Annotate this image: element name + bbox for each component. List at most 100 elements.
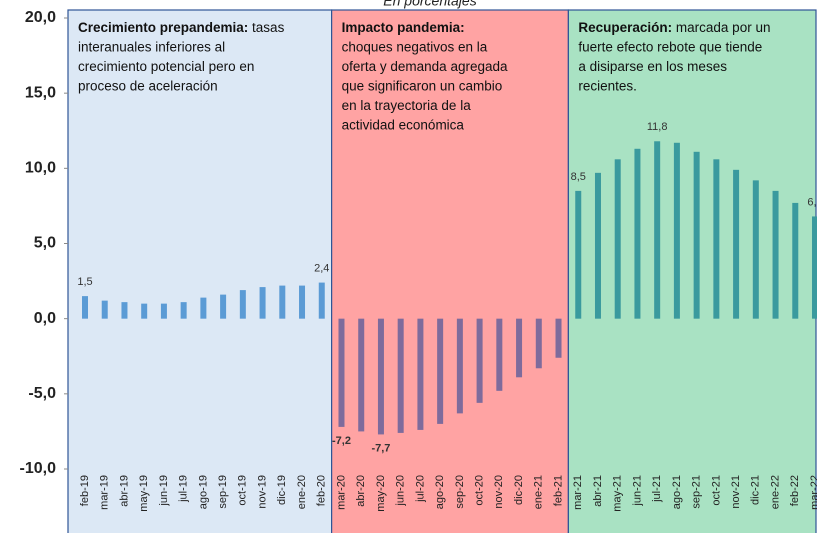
x-tick-label: jun-20 (395, 475, 407, 507)
x-tick-label: ago-19 (197, 475, 209, 509)
x-tick-label: dic-19 (276, 475, 288, 505)
x-tick-label: ene-20 (296, 475, 308, 509)
region-title: Crecimiento prepandemia: (78, 20, 248, 35)
x-tick-label: ene-22 (769, 475, 781, 509)
region-text: crecimiento potencial pero en (78, 59, 254, 74)
regions (67, 9, 817, 533)
region-annotation: Crecimiento prepandemia: tasas interanual… (78, 20, 285, 94)
y-tick-label: -5,0 (28, 385, 56, 402)
region-background (331, 9, 569, 533)
region-text: recientes. (578, 78, 637, 93)
region-title: Impacto pandemia: (342, 20, 465, 35)
bar (476, 318, 483, 403)
region-text: que significaron un cambio (342, 78, 503, 93)
x-tick-label: mar-22 (809, 475, 817, 510)
bar (220, 294, 227, 319)
value-label: 1,5 (77, 276, 92, 288)
y-tick-label: 20,0 (25, 9, 56, 26)
y-tick-label: 5,0 (34, 235, 56, 252)
x-tick-label: nov-21 (730, 475, 742, 509)
bar (417, 318, 424, 430)
x-tick-label: oct-19 (237, 475, 249, 506)
bar (535, 318, 542, 369)
bar (575, 190, 582, 319)
x-tick-label: abr-21 (592, 475, 604, 507)
region-background (67, 9, 333, 533)
region-text: marcada por un (672, 20, 770, 35)
bar (733, 169, 740, 319)
x-tick-label: sep-21 (691, 475, 703, 509)
region-annotation: Impacto pandemia: choques negativos en la… (342, 20, 508, 133)
x-tick-label: mar-21 (572, 475, 584, 510)
x-tick-label: ago-21 (671, 475, 683, 509)
bar (634, 148, 641, 319)
bar (456, 318, 463, 414)
x-tick-label: jun-21 (631, 475, 643, 507)
bar (299, 285, 306, 319)
bar (200, 297, 207, 319)
bar (812, 216, 817, 319)
bar (594, 172, 601, 319)
x-tick-label: jul-19 (178, 475, 190, 503)
bar (279, 285, 286, 319)
bar (772, 190, 779, 319)
x-tick-label: jul-20 (414, 475, 426, 503)
bar (239, 290, 246, 319)
region-annotation: Recuperación: marcada por un fuerte efect… (578, 20, 770, 94)
y-tick-label: 10,0 (25, 160, 56, 177)
bars (82, 141, 817, 435)
region-text: a disiparse en los meses (578, 59, 727, 74)
bar (160, 303, 167, 319)
x-tick-label: feb-22 (789, 475, 801, 506)
region-text: fuerte efecto rebote que tiende (578, 39, 762, 54)
bar (437, 318, 444, 424)
x-tick-label: may-21 (612, 475, 624, 512)
x-tick-label: may-19 (138, 475, 150, 512)
bar (121, 302, 128, 319)
x-tick-label: ago-20 (434, 475, 446, 509)
region-text: oferta y demanda agregada (342, 59, 508, 74)
bar (141, 303, 148, 319)
chart-subtitle: En porcentajes (383, 0, 476, 9)
x-tick-label: sep-19 (217, 475, 229, 509)
bar (101, 300, 108, 319)
value-label: 6,8 (807, 196, 817, 208)
bar (180, 302, 187, 319)
value-label: 11,8 (647, 121, 668, 133)
region-text: interanuales inferiores al (78, 39, 225, 54)
x-tick-label: sep-20 (454, 475, 466, 509)
bar (792, 202, 799, 319)
bar (259, 287, 266, 319)
bar (693, 151, 700, 319)
bar (318, 282, 325, 319)
value-label: 2,4 (314, 262, 329, 274)
bar (377, 318, 384, 435)
bar (516, 318, 523, 378)
x-tick-label: feb-20 (316, 475, 328, 506)
bar (397, 318, 404, 433)
x-tick-label: abr-20 (355, 475, 367, 507)
value-label: -7,2 (332, 435, 351, 447)
bar (654, 141, 661, 319)
y-tick-label: -10,0 (20, 460, 57, 477)
x-tick-label: nov-20 (493, 475, 505, 509)
x-tick-label: mar-19 (99, 475, 111, 510)
y-tick-label: 15,0 (25, 84, 56, 101)
x-tick-label: abr-19 (118, 475, 130, 507)
x-tick-label: may-20 (375, 475, 387, 512)
x-tick-label: dic-21 (750, 475, 762, 505)
region-text: proceso de aceleración (78, 78, 218, 93)
x-tick-label: jun-19 (158, 475, 170, 507)
x-tick-label: ene-21 (533, 475, 545, 509)
value-label: -7,7 (371, 442, 390, 454)
region-text: actividad económica (342, 117, 465, 132)
bar (358, 318, 365, 432)
bar (752, 180, 759, 319)
x-tick-label: feb-21 (552, 475, 564, 506)
region-text: en la trayectoria de la (342, 98, 472, 113)
bar (555, 318, 562, 358)
region-text: tasas (248, 20, 284, 35)
x-tick-label: feb-19 (79, 475, 91, 506)
region-title: Recuperación: (578, 20, 672, 35)
